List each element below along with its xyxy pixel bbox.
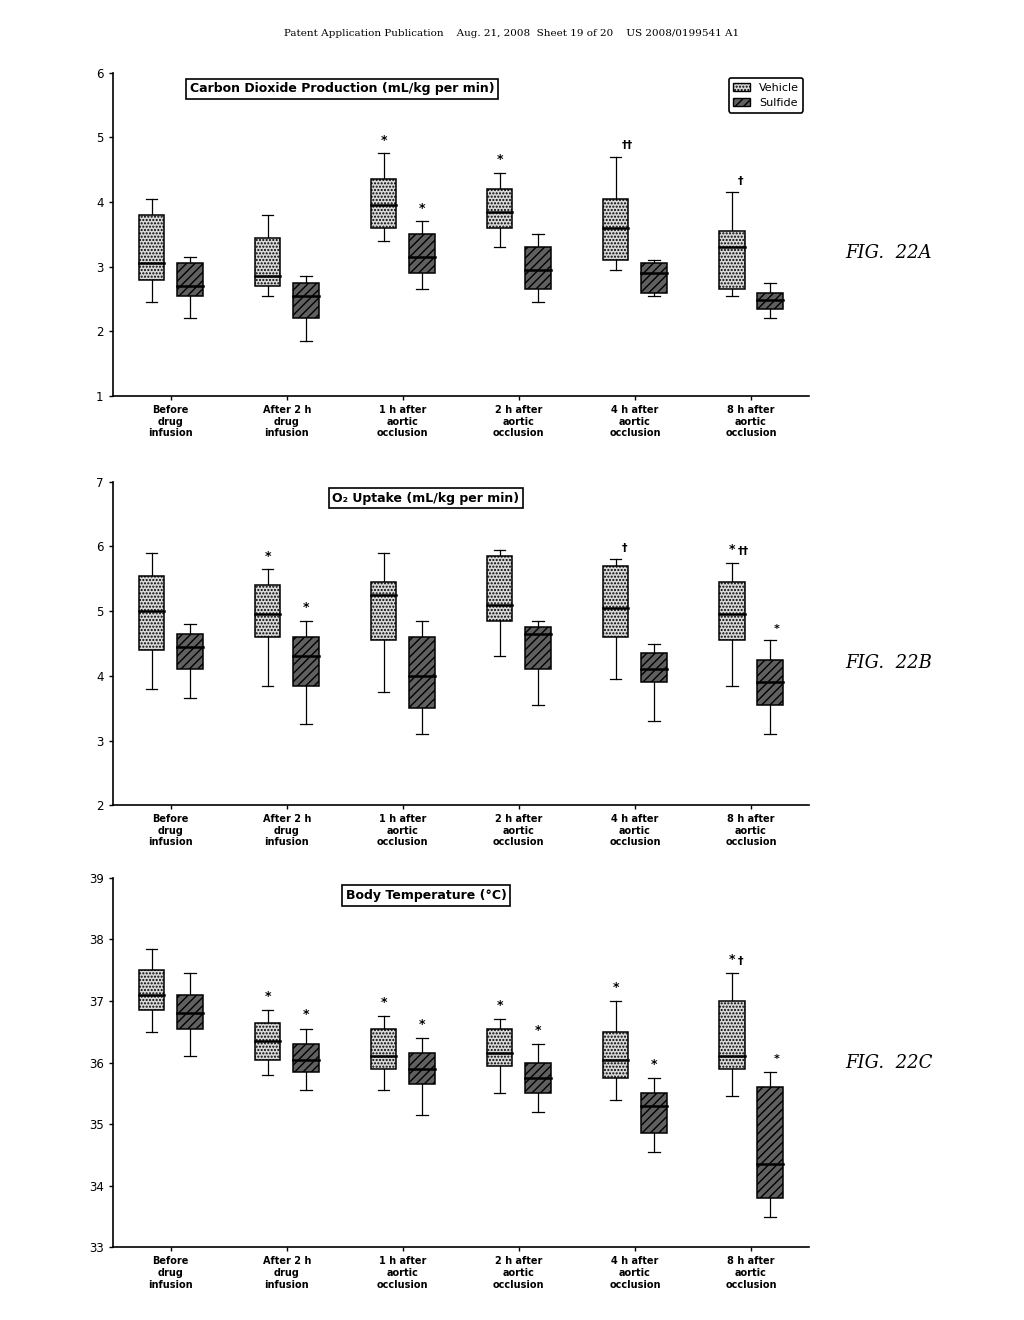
Bar <box>603 199 629 260</box>
Bar <box>487 556 512 620</box>
Bar <box>139 970 164 1010</box>
Bar <box>603 566 629 638</box>
Bar <box>293 1044 318 1072</box>
Bar <box>371 1028 396 1069</box>
Text: *: * <box>419 1018 425 1031</box>
Text: Patent Application Publication    Aug. 21, 2008  Sheet 19 of 20    US 2008/01995: Patent Application Publication Aug. 21, … <box>285 29 739 38</box>
Text: ††: †† <box>737 546 749 556</box>
Bar <box>641 1093 667 1134</box>
Text: *: * <box>497 999 503 1012</box>
Bar <box>410 638 435 708</box>
Bar <box>758 293 782 309</box>
Text: FIG.  22B: FIG. 22B <box>845 653 932 672</box>
Text: *: * <box>773 1055 779 1064</box>
Text: †: † <box>737 176 743 186</box>
Bar <box>255 1023 281 1060</box>
Legend: Vehicle, Sulfide: Vehicle, Sulfide <box>729 78 804 112</box>
Text: *: * <box>380 135 387 147</box>
Bar <box>525 1063 551 1093</box>
Bar <box>177 264 203 296</box>
Text: *: * <box>380 997 387 1008</box>
Text: †: † <box>737 956 743 966</box>
Text: *: * <box>497 153 503 166</box>
Text: Carbon Dioxide Production (mL/kg per min): Carbon Dioxide Production (mL/kg per min… <box>190 82 495 95</box>
Bar <box>641 653 667 682</box>
Bar <box>410 235 435 273</box>
Bar <box>603 1032 629 1078</box>
Text: O₂ Uptake (mL/kg per min): O₂ Uptake (mL/kg per min) <box>333 491 519 504</box>
Text: *: * <box>264 549 270 562</box>
Text: FIG.  22C: FIG. 22C <box>845 1053 932 1072</box>
Text: †: † <box>622 543 627 553</box>
Text: *: * <box>728 544 735 556</box>
Bar <box>371 180 396 228</box>
Bar <box>487 1028 512 1065</box>
Text: ††: †† <box>622 140 633 150</box>
Bar <box>525 247 551 289</box>
Bar <box>293 638 318 685</box>
Bar <box>139 215 164 280</box>
Text: *: * <box>728 953 735 966</box>
Text: *: * <box>303 1008 309 1022</box>
Text: *: * <box>264 990 270 1003</box>
Bar <box>410 1053 435 1084</box>
Bar <box>293 282 318 318</box>
Text: Body Temperature (°C): Body Temperature (°C) <box>345 888 507 902</box>
Bar <box>758 1088 782 1199</box>
Text: *: * <box>303 602 309 614</box>
Bar <box>371 582 396 640</box>
Bar <box>758 660 782 705</box>
Bar <box>719 231 744 289</box>
Bar <box>641 264 667 293</box>
Bar <box>177 634 203 669</box>
Bar <box>177 995 203 1028</box>
Text: *: * <box>612 981 618 994</box>
Bar <box>255 238 281 286</box>
Text: *: * <box>419 202 425 215</box>
Bar <box>255 585 281 638</box>
Text: FIG.  22A: FIG. 22A <box>845 244 932 263</box>
Text: *: * <box>535 1024 542 1036</box>
Bar <box>525 627 551 669</box>
Text: *: * <box>651 1057 657 1071</box>
Bar <box>719 582 744 640</box>
Bar <box>719 1001 744 1069</box>
Text: *: * <box>773 624 779 634</box>
Bar <box>139 576 164 649</box>
Bar <box>487 189 512 228</box>
